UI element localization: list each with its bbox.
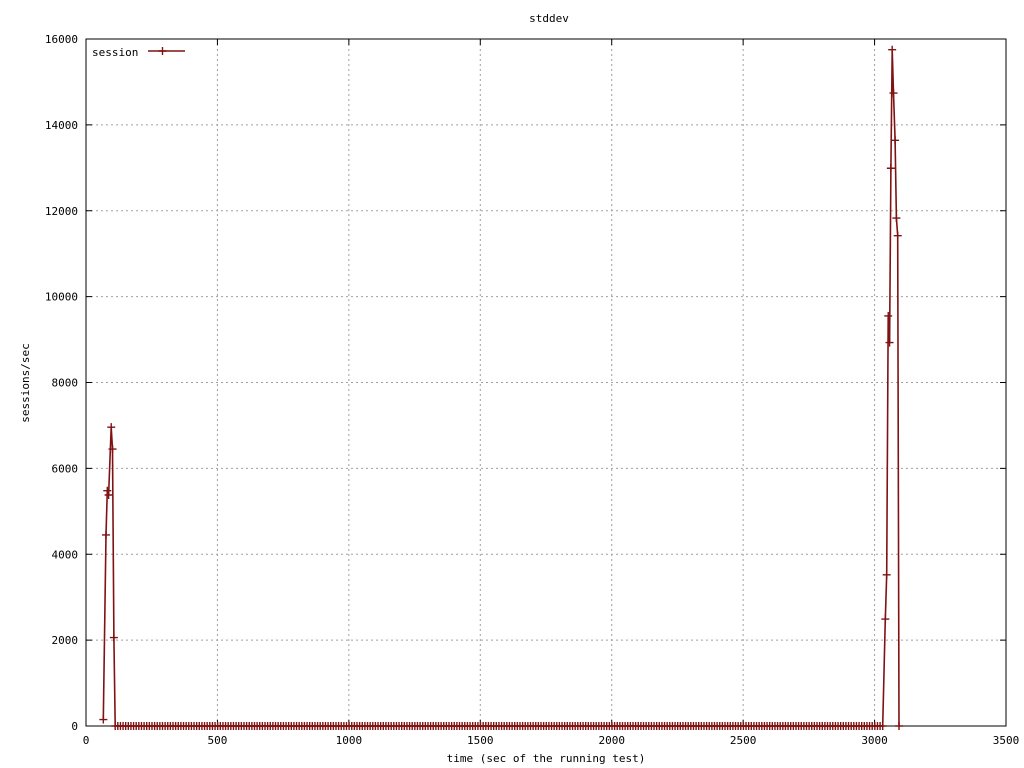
x-tick-label: 500 xyxy=(207,734,227,747)
series-line-session xyxy=(102,48,900,727)
y-tick-label: 6000 xyxy=(52,462,79,475)
data-point-session xyxy=(109,633,118,642)
data-point-session xyxy=(101,530,110,539)
data-point-session xyxy=(99,715,108,724)
legend-label-session: session xyxy=(92,46,138,59)
data-point-session xyxy=(104,490,113,499)
y-tick-label: 10000 xyxy=(45,291,78,304)
data-point-session xyxy=(893,231,902,240)
data-point-session xyxy=(886,164,895,173)
data-point-session xyxy=(882,570,891,579)
chart-title: stddev xyxy=(529,12,569,25)
x-tick-label: 2000 xyxy=(598,734,625,747)
data-point-session xyxy=(889,89,898,98)
y-tick-label: 4000 xyxy=(52,548,79,561)
y-axis-label: sessions/sec xyxy=(19,343,32,422)
data-point-session xyxy=(103,486,112,495)
data-point-session xyxy=(884,311,893,320)
legend-marker-glyph xyxy=(158,47,167,55)
legend-marker-session xyxy=(158,47,167,55)
y-tick-label: 0 xyxy=(71,720,78,733)
data-point-session xyxy=(878,722,887,730)
y-tick-label: 12000 xyxy=(45,205,78,218)
data-point-session xyxy=(888,45,897,54)
x-tick-label: 1000 xyxy=(336,734,363,747)
data-point-session xyxy=(891,136,900,145)
x-tick-label: 0 xyxy=(83,734,90,747)
y-tick-label: 8000 xyxy=(52,377,79,390)
data-point-session xyxy=(895,722,904,730)
y-tick-label: 2000 xyxy=(52,634,79,647)
x-tick-label: 3500 xyxy=(993,734,1020,747)
data-point-session xyxy=(885,338,894,347)
legend: session xyxy=(92,46,185,59)
x-tick-label: 2500 xyxy=(730,734,757,747)
series-session xyxy=(99,45,904,730)
x-tick-label: 3000 xyxy=(861,734,888,747)
data-point-session xyxy=(881,615,890,624)
y-tick-label: 16000 xyxy=(45,33,78,46)
y-tick-label: 14000 xyxy=(45,119,78,132)
data-point-session xyxy=(108,445,117,454)
x-tick-label: 1500 xyxy=(467,734,494,747)
x-axis-label: time (sec of the running test) xyxy=(447,752,646,765)
data-point-session xyxy=(892,214,901,223)
grid-lines xyxy=(86,39,1006,726)
data-point-session xyxy=(107,423,116,432)
tick-labels: 0 500 1000 1500 2000 2500 3000 3500 0 2000 4000 600… xyxy=(45,33,1019,747)
